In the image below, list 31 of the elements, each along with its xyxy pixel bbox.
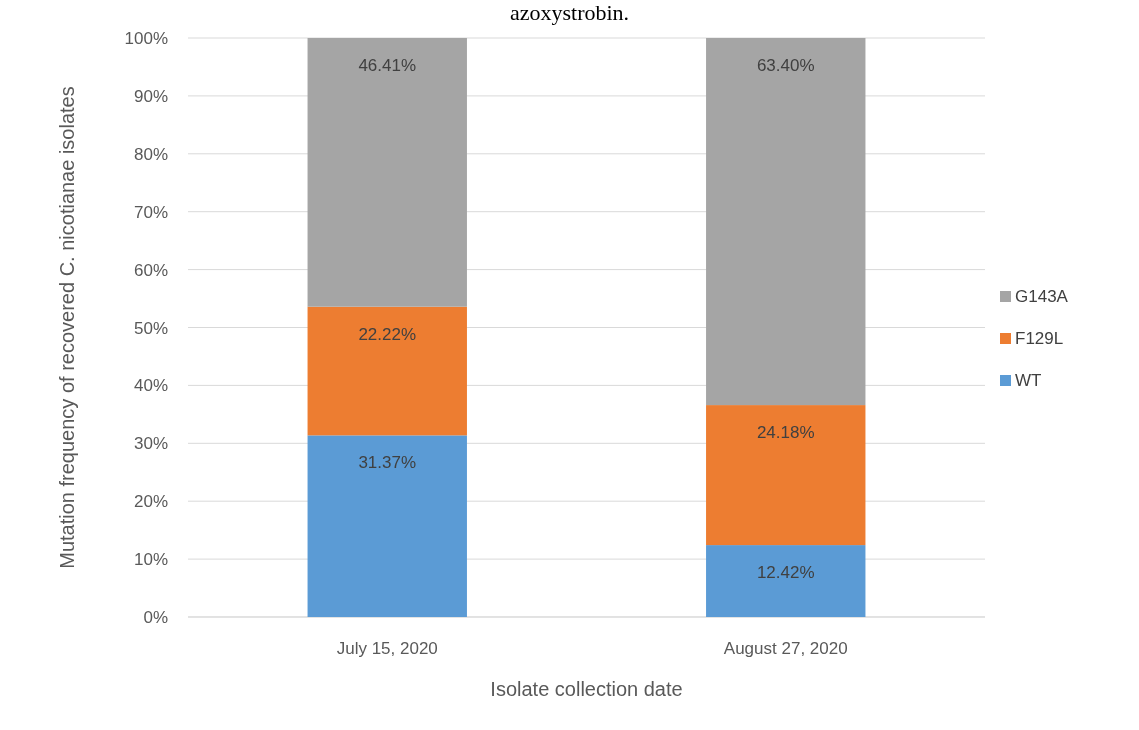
y-tick-label: 30%	[133, 434, 168, 454]
y-tick-label: 90%	[133, 86, 168, 106]
data-label: 12.42%	[756, 563, 815, 583]
x-axis-title: Isolate collection date	[490, 678, 683, 700]
y-tick-label: 80%	[133, 144, 168, 164]
legend-label: WT	[1015, 371, 1042, 390]
x-tick-label: August 27, 2020	[723, 639, 848, 658]
bar	[706, 405, 866, 546]
data-label: 46.41%	[358, 56, 417, 75]
legend-label: G143A	[1015, 287, 1069, 306]
legend-label: F129L	[1015, 329, 1064, 348]
data-label: 24.18%	[756, 423, 815, 443]
y-tick-label: 10%	[133, 550, 168, 570]
bar	[307, 38, 467, 307]
bar	[706, 545, 866, 617]
y-axis-title: Mutation frequency of recovered C. nicotianae isolates	[55, 85, 79, 571]
chart-title: azoxystrobin.	[509, 0, 630, 25]
y-tick-label: 0%	[143, 608, 168, 627]
y-tick-label: 70%	[133, 202, 168, 222]
bar	[706, 38, 866, 406]
data-label: 22.22%	[358, 324, 417, 344]
y-tick-label: 60%	[133, 260, 168, 280]
x-tick-label: July 15, 2020	[336, 639, 438, 658]
data-label: 31.37%	[358, 453, 417, 473]
bar	[307, 306, 467, 436]
y-tick-label: 20%	[133, 492, 168, 512]
y-tick-label: 40%	[133, 376, 168, 396]
y-tick-label: 100%	[124, 29, 168, 48]
y-tick-label: 50%	[133, 318, 168, 338]
bar	[307, 435, 467, 617]
data-label: 63.40%	[756, 56, 815, 75]
